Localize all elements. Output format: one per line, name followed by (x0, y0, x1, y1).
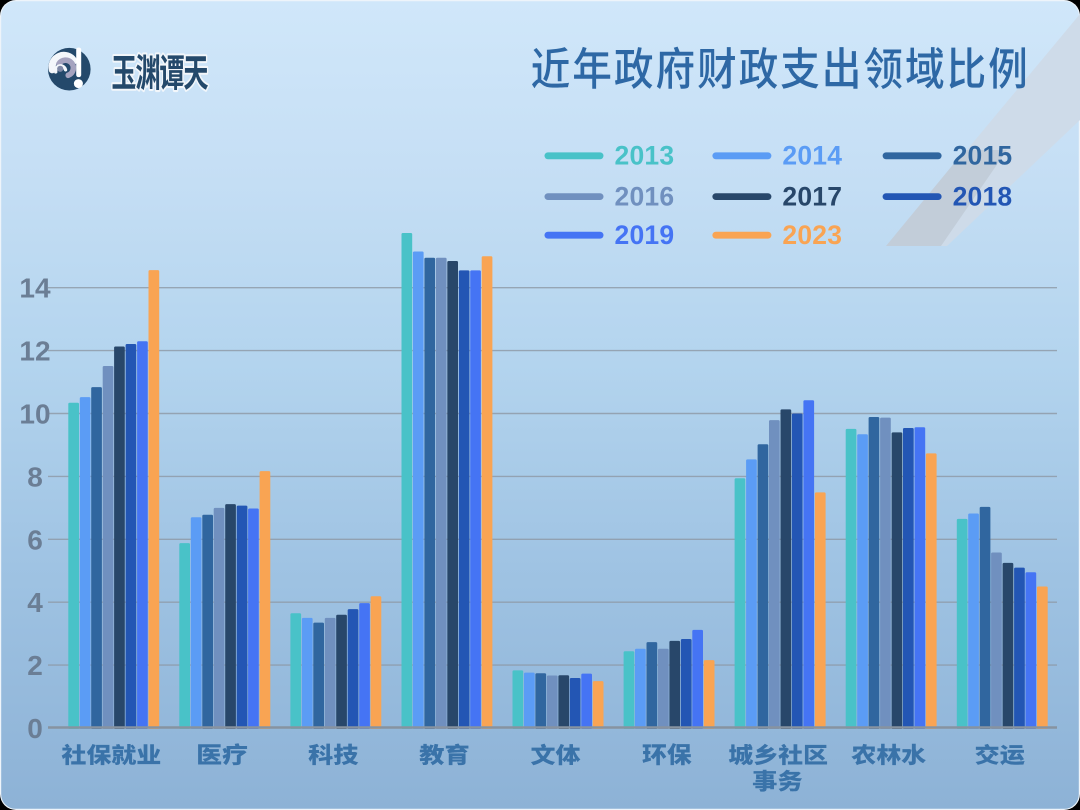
svg-text:14: 14 (19, 273, 51, 304)
svg-text:2019: 2019 (615, 220, 675, 250)
svg-text:2018: 2018 (953, 181, 1013, 211)
svg-text:8: 8 (27, 461, 43, 492)
svg-text:4: 4 (27, 587, 43, 618)
svg-text:0: 0 (27, 713, 43, 744)
svg-text:2013: 2013 (615, 141, 675, 171)
svg-text:6: 6 (27, 524, 43, 555)
svg-text:2017: 2017 (782, 181, 842, 211)
svg-text:2: 2 (27, 650, 43, 681)
svg-text:2015: 2015 (953, 141, 1013, 171)
svg-text:2016: 2016 (615, 181, 675, 211)
svg-text:10: 10 (19, 399, 50, 430)
svg-text:12: 12 (19, 336, 50, 367)
svg-text:2023: 2023 (782, 220, 842, 250)
svg-text:2014: 2014 (782, 141, 842, 171)
